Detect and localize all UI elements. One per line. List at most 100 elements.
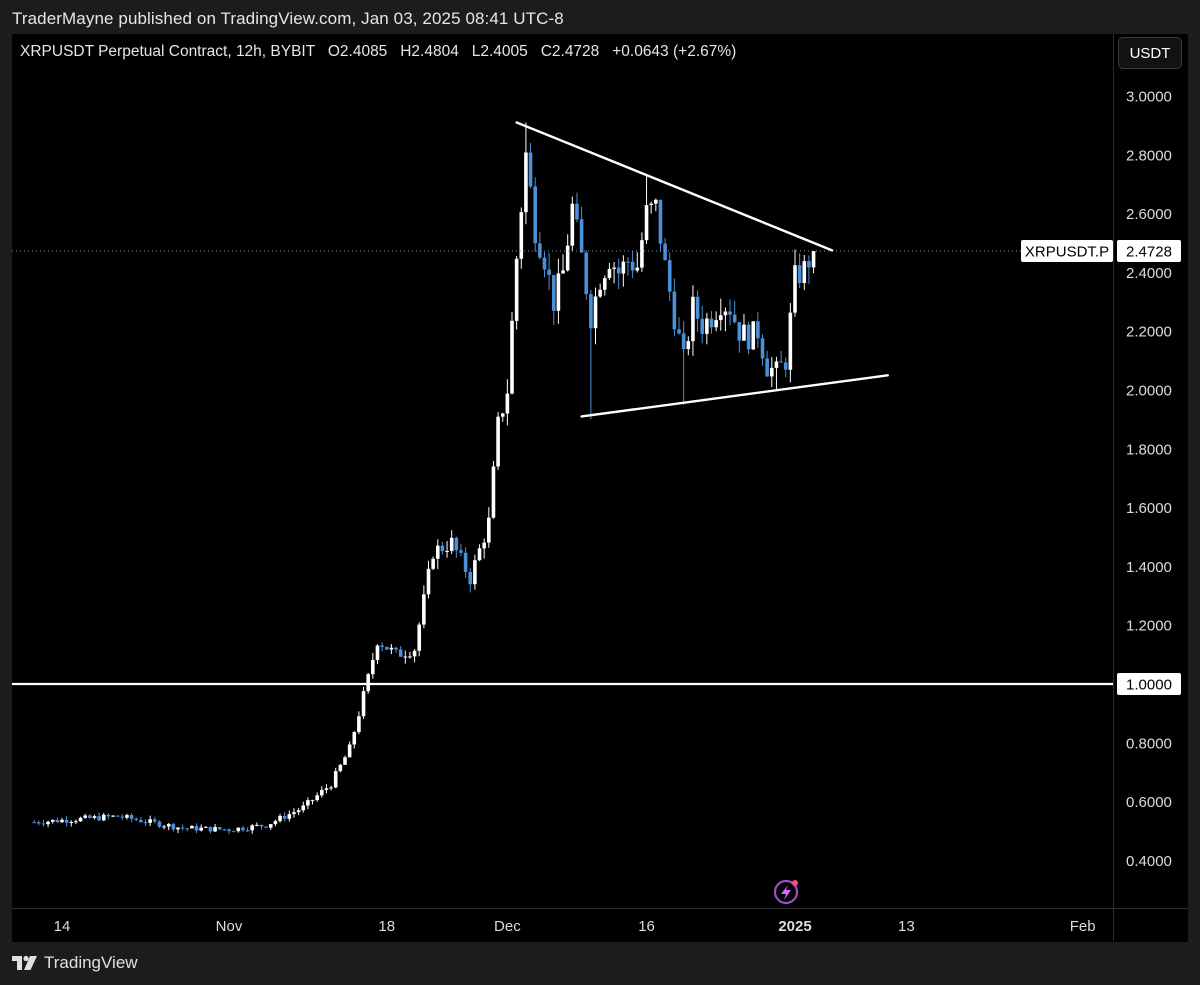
candle-body — [217, 827, 222, 830]
candle — [491, 460, 496, 519]
candle-body — [602, 278, 607, 290]
candle — [705, 312, 709, 345]
candle — [765, 350, 769, 377]
candle-body — [449, 537, 454, 551]
candle-body — [64, 819, 69, 823]
tradingview-brand: TradingView — [44, 953, 138, 972]
candle-body — [357, 716, 361, 733]
chart-panel[interactable] — [12, 34, 1188, 942]
candle-body — [408, 656, 412, 658]
candle-body — [412, 650, 417, 657]
candle-body — [310, 800, 315, 802]
candle-body — [255, 824, 259, 826]
candle-body — [120, 816, 125, 818]
tradingview-logo[interactable]: TradingView — [12, 953, 138, 973]
x-tick-label: 18 — [378, 918, 395, 935]
candle-body — [538, 243, 542, 258]
candle — [120, 813, 125, 821]
candle-body — [222, 829, 227, 831]
candle — [319, 786, 324, 798]
candle — [612, 261, 616, 284]
candle — [310, 799, 315, 805]
candle-body — [556, 273, 561, 311]
candle — [171, 822, 176, 832]
candle-body — [477, 548, 482, 561]
y-tick-label: 0.8000 — [1126, 735, 1172, 752]
candle — [593, 287, 598, 345]
candle — [101, 812, 106, 822]
candle-body — [551, 274, 556, 311]
candle-body — [788, 312, 793, 370]
candle — [129, 813, 134, 823]
candle — [412, 648, 417, 663]
candle-body — [389, 647, 394, 650]
horizontal-line-price-label-box — [1117, 673, 1181, 695]
horizontal-line-price-label: 1.0000 — [1126, 677, 1172, 694]
candle — [802, 254, 807, 290]
candle — [449, 530, 454, 554]
trendline-upper[interactable] — [515, 121, 834, 252]
candle — [296, 808, 301, 816]
candle — [333, 767, 338, 789]
candle — [714, 311, 718, 332]
candle — [579, 206, 584, 253]
candle — [686, 336, 691, 356]
candle — [106, 813, 111, 820]
tradingview-logo-icon — [12, 955, 37, 970]
candle-body — [241, 827, 245, 831]
candle-body — [306, 800, 310, 806]
candle-body — [742, 324, 746, 341]
candle-body — [329, 787, 333, 789]
candle-body — [343, 757, 347, 765]
candle — [375, 644, 380, 665]
candle — [268, 824, 273, 830]
candle — [245, 827, 250, 832]
candle — [524, 122, 528, 225]
candle — [69, 820, 74, 827]
candle-body — [106, 814, 111, 817]
candle — [774, 356, 779, 390]
last-price-symbol-label-box — [1021, 239, 1113, 262]
candle — [380, 642, 384, 652]
currency-button[interactable]: USDT — [1118, 37, 1182, 69]
candle-body — [760, 338, 765, 359]
trendline-lower[interactable] — [580, 374, 889, 418]
candle — [273, 819, 278, 827]
candle-body — [366, 674, 370, 692]
candle — [97, 812, 101, 822]
candle — [176, 827, 180, 834]
candle-body — [111, 815, 115, 817]
candle — [282, 812, 287, 822]
candle-body — [565, 245, 570, 271]
candle — [635, 252, 640, 273]
candle — [589, 289, 593, 420]
candle-body — [69, 821, 74, 823]
candle-body — [41, 823, 46, 825]
candle-body — [166, 824, 171, 827]
candle — [751, 321, 756, 350]
candle — [199, 824, 203, 832]
lightning-icon[interactable] — [773, 879, 799, 905]
candle — [408, 651, 412, 659]
candle-body — [324, 788, 329, 790]
candle — [389, 644, 394, 655]
candle — [681, 321, 686, 405]
candle-body — [148, 819, 152, 823]
candle — [644, 175, 649, 245]
candles-group — [32, 122, 816, 835]
candle-body — [570, 203, 575, 246]
candle-body — [139, 819, 143, 823]
candle — [709, 311, 714, 334]
candle-body — [575, 203, 579, 220]
candle — [538, 231, 542, 260]
candle-body — [273, 821, 278, 825]
candle-body — [46, 821, 50, 825]
candle-body — [496, 416, 500, 467]
y-tick-label: 2.6000 — [1126, 206, 1172, 223]
candle — [134, 817, 139, 822]
x-tick-label: Dec — [494, 918, 521, 935]
candle — [139, 817, 143, 823]
candle — [477, 544, 482, 562]
x-tick-label: 16 — [638, 918, 655, 935]
